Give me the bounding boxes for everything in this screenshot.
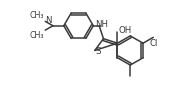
Text: CH₃: CH₃ — [30, 11, 44, 20]
Text: NH: NH — [95, 20, 108, 29]
Text: S: S — [96, 47, 101, 56]
Text: CH₃: CH₃ — [30, 31, 44, 40]
Text: OH: OH — [119, 26, 132, 35]
Text: Cl: Cl — [149, 39, 157, 48]
Text: N: N — [45, 16, 52, 25]
